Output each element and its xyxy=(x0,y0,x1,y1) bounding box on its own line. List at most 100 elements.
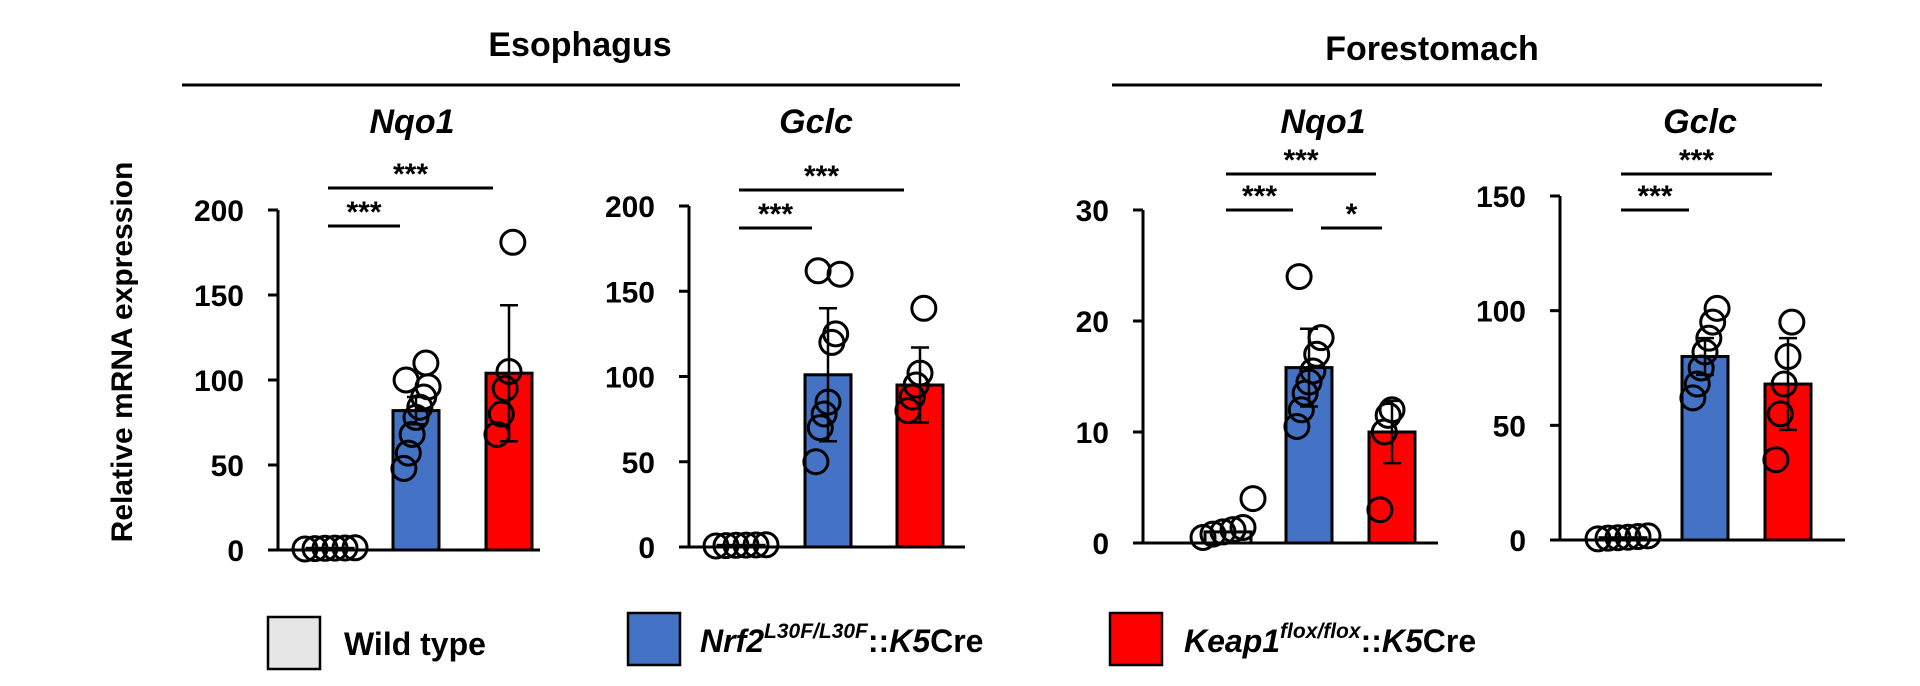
data-point-nrf2 xyxy=(1679,384,1707,412)
legend-swatch-keap1 xyxy=(1108,611,1164,667)
panel-title: Nqo1 xyxy=(370,103,455,141)
data-point-nrf2 xyxy=(1691,338,1719,366)
data-point-wt xyxy=(1219,516,1247,544)
legend-swatch-nrf2 xyxy=(626,611,682,667)
data-point-keap1 xyxy=(499,228,527,256)
y-tick-label: 100 xyxy=(1476,296,1526,329)
data-point-nrf2 xyxy=(1703,294,1731,322)
data-point-nrf2 xyxy=(814,388,842,416)
data-point-keap1 xyxy=(910,294,938,322)
data-point-nrf2 xyxy=(802,448,830,476)
data-point-wt xyxy=(732,531,760,559)
data-point-keap1 xyxy=(1770,370,1798,398)
y-tick-label: 50 xyxy=(622,447,655,480)
data-point-keap1 xyxy=(483,420,511,448)
y-tick-label: 200 xyxy=(605,191,655,224)
data-point-nrf2 xyxy=(1699,308,1727,336)
data-point-keap1 xyxy=(902,371,930,399)
legend-keap1-sep: :: xyxy=(1361,623,1382,659)
data-point-nrf2 xyxy=(1283,412,1311,440)
data-point-wt xyxy=(742,531,770,559)
y-tick-label: 50 xyxy=(1493,410,1526,443)
data-point-nrf2 xyxy=(398,420,426,448)
data-point-nrf2 xyxy=(412,349,440,377)
data-point-wt xyxy=(291,535,319,563)
y-tick-label: 100 xyxy=(605,362,655,395)
data-point-nrf2 xyxy=(804,257,832,285)
y-tick-label: 0 xyxy=(1092,528,1109,561)
legend-label-keap1: Keap1flox/flox::K5Cre xyxy=(1184,620,1476,659)
data-point-nrf2 xyxy=(392,366,420,394)
data-point-keap1 xyxy=(1366,496,1394,524)
y-tick-label: 0 xyxy=(1509,525,1526,558)
legend-keap1-driver: K5 xyxy=(1382,623,1424,659)
data-point-wt xyxy=(1199,520,1227,548)
y-tick-label: 20 xyxy=(1076,306,1109,339)
legend-label-nrf2: Nrf2L30F/L30F::K5Cre xyxy=(700,620,983,659)
data-point-wt xyxy=(1239,485,1267,513)
data-point-nrf2 xyxy=(826,260,854,288)
significance-label: *** xyxy=(346,196,381,229)
data-point-wt xyxy=(702,532,730,560)
significance-label: *** xyxy=(758,198,793,231)
data-point-nrf2 xyxy=(806,414,834,442)
y-tick-label: 0 xyxy=(227,535,244,568)
data-point-keap1 xyxy=(491,375,519,402)
panel-title: Gclc xyxy=(1663,103,1737,141)
data-point-nrf2 xyxy=(1285,263,1313,291)
data-point-wt xyxy=(331,534,359,562)
data-point-wt xyxy=(311,534,339,562)
legend: Wild type Nrf2L30F/L30F::K5Cre Keap1flox… xyxy=(266,611,1476,671)
data-point-wt xyxy=(752,531,780,559)
group-title-forestomach: Forestomach xyxy=(1325,30,1539,68)
data-point-keap1 xyxy=(487,400,515,428)
data-point-wt xyxy=(712,532,740,560)
data-point-wt xyxy=(1209,518,1237,546)
data-point-nrf2 xyxy=(1299,357,1327,385)
panel-esophagus-gclc: Gclc 0 50 100 150 200 *** *** xyxy=(605,103,965,565)
significance-label: *** xyxy=(804,160,839,193)
legend-nrf2-driver: K5 xyxy=(889,623,931,659)
y-tick-label: 30 xyxy=(1076,195,1109,228)
y-tick-label: 10 xyxy=(1076,417,1109,450)
data-point-nrf2 xyxy=(390,454,418,482)
data-point-keap1 xyxy=(898,383,926,411)
panel-esophagus-nqo1: Nqo1 0 50 100 150 200 *** *** xyxy=(194,103,540,568)
data-point-nrf2 xyxy=(1303,340,1331,368)
data-point-nrf2 xyxy=(1695,324,1723,352)
y-axis-label: Relative mRNA expression xyxy=(106,162,139,543)
data-point-keap1 xyxy=(906,359,934,387)
bar-nrf2 xyxy=(1680,355,1730,542)
panel-title: Gclc xyxy=(779,103,853,141)
legend-nrf2-sep: :: xyxy=(868,623,889,659)
data-point-wt xyxy=(301,535,329,563)
legend-nrf2-suffix: Cre xyxy=(930,623,983,659)
legend-label-wild-type: Wild type xyxy=(344,626,486,662)
y-tick-label: 100 xyxy=(194,365,244,398)
data-point-wt xyxy=(321,534,349,562)
y-tick-label: 150 xyxy=(605,276,655,309)
data-point-nrf2 xyxy=(1287,396,1315,424)
data-point-wt xyxy=(1604,524,1632,552)
panel-title: Nqo1 xyxy=(1281,103,1366,141)
data-point-wt xyxy=(341,534,369,562)
data-point-wt xyxy=(1624,523,1652,551)
y-tick-label: 0 xyxy=(638,532,655,565)
data-point-nrf2 xyxy=(822,320,850,348)
data-point-nrf2 xyxy=(1307,324,1335,352)
data-point-wt xyxy=(722,531,750,559)
legend-nrf2-gene: Nrf2 xyxy=(700,623,764,659)
y-tick-label: 150 xyxy=(194,280,244,313)
data-point-nrf2 xyxy=(1295,368,1323,396)
significance-label: *** xyxy=(393,158,428,191)
significance-label: *** xyxy=(1637,180,1672,213)
data-point-wt xyxy=(1634,522,1662,550)
panel-forestomach-gclc: Gclc 0 50 100 150 ****** xyxy=(1476,103,1845,558)
data-point-keap1 xyxy=(1762,446,1790,474)
data-point-keap1 xyxy=(1774,343,1802,371)
significance-label: *** xyxy=(1242,180,1277,213)
data-point-nrf2 xyxy=(1683,370,1711,398)
